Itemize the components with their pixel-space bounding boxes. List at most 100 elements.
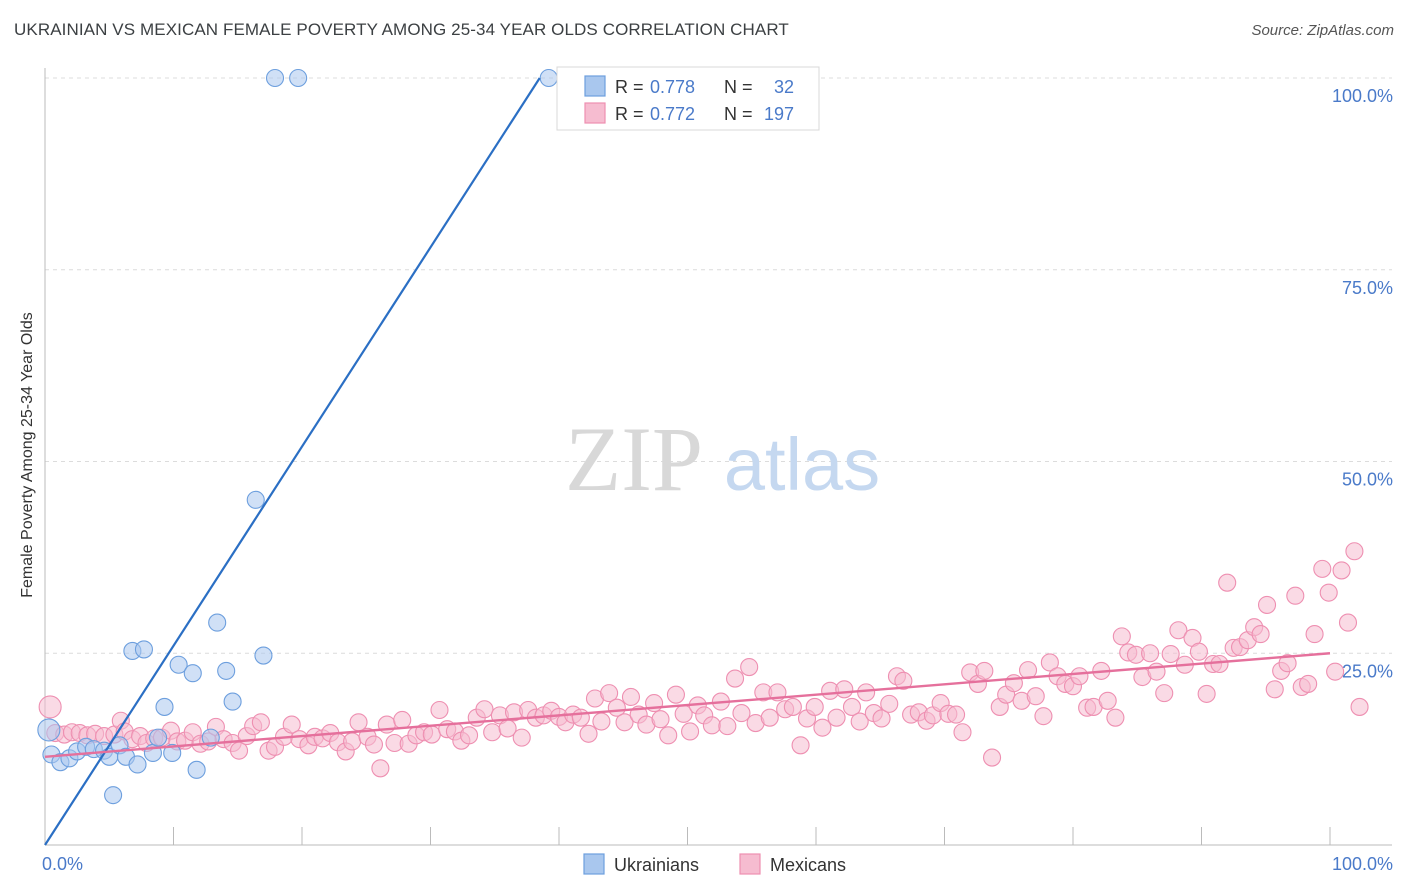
- mexicans-point: [621, 687, 641, 707]
- mexicans-point: [1278, 654, 1297, 673]
- mexicans-trend-line: [44, 652, 1331, 758]
- mexicans-point: [1210, 654, 1229, 674]
- ukrainians-points: [37, 68, 558, 805]
- mexicans-point: [718, 717, 737, 736]
- mexicans-point: [1189, 642, 1208, 661]
- ukrainians-point: [104, 786, 123, 805]
- bottom-legend-ukrainians: Ukrainians: [614, 855, 699, 875]
- mexicans-point: [857, 683, 876, 702]
- mexicans-point: [982, 748, 1002, 767]
- ukrainians-point: [183, 664, 202, 683]
- y-tick-label-3: 100.0%: [1332, 86, 1393, 106]
- mexicans-point: [783, 697, 802, 716]
- mexicans-point: [835, 680, 854, 699]
- ukrainians-trend-line: [44, 77, 541, 846]
- mexicans-point: [349, 713, 368, 732]
- ukrainians-point: [187, 760, 206, 779]
- ukrainians-point: [134, 640, 153, 659]
- mexicans-point: [615, 713, 634, 732]
- ukrainians-point: [208, 613, 227, 632]
- y-tick-label-1: 50.0%: [1342, 470, 1393, 490]
- legend-box: R = 0.778 N = 32 R = 0.772 N = 197: [556, 66, 820, 131]
- legend-n-label-2: N =: [724, 104, 753, 124]
- watermark-zip: ZIP: [565, 408, 703, 510]
- mexicans-point: [1106, 708, 1125, 727]
- mexicans-point: [659, 726, 678, 745]
- mexicans-point: [1338, 613, 1358, 632]
- mexicans-point: [1332, 561, 1351, 580]
- mexicans-point: [430, 700, 449, 720]
- mexicans-point: [1034, 707, 1053, 726]
- bottom-legend-swatch-ukrainians: [583, 853, 605, 875]
- mexicans-point: [343, 732, 362, 751]
- ukrainians-point: [169, 655, 188, 674]
- mexicans-points: [38, 542, 1369, 778]
- mexicans-point: [1040, 653, 1059, 672]
- watermark-atlas: atlas: [724, 423, 880, 506]
- ukrainians-point: [149, 728, 168, 747]
- mexicans-point: [732, 704, 751, 723]
- mexicans-point: [953, 723, 972, 742]
- mexicans-point: [1026, 687, 1045, 706]
- legend-r-label-2: R =: [615, 104, 644, 124]
- mexicans-point: [666, 685, 685, 704]
- bottom-legend-swatch-mexicans: [739, 853, 761, 875]
- mexicans-point: [571, 708, 590, 727]
- mexicans-point: [1141, 644, 1160, 663]
- mexicans-point: [1345, 542, 1364, 561]
- mexicans-point: [827, 708, 846, 727]
- mexicans-point: [600, 684, 619, 703]
- mexicans-point: [813, 718, 832, 737]
- source-label: Source: ZipAtlas.com: [1251, 22, 1394, 39]
- mexicans-point: [791, 736, 810, 755]
- mexicans-point: [1155, 684, 1174, 703]
- mexicans-point: [1299, 674, 1318, 693]
- trend-lines: [44, 77, 1331, 846]
- mexicans-point: [805, 697, 824, 716]
- ukrainians-point: [201, 728, 220, 747]
- legend-swatch-mexicans: [584, 102, 606, 124]
- y-tick-label-0: 25.0%: [1342, 661, 1393, 681]
- mexicans-point: [872, 709, 891, 728]
- ukrainians-point: [155, 697, 174, 716]
- mexicans-point: [760, 708, 779, 727]
- mexicans-point: [880, 694, 899, 713]
- mexicans-point: [1098, 691, 1117, 710]
- mexicans-point: [1257, 595, 1277, 614]
- legend-r-label-1: R =: [615, 77, 644, 97]
- mexicans-point: [1350, 697, 1369, 716]
- mexicans-point: [1070, 667, 1089, 686]
- legend-r-value-2: 0.772: [650, 104, 695, 124]
- mexicans-point: [947, 705, 966, 724]
- bottom-legend: Ukrainians Mexicans: [583, 853, 846, 875]
- mexicans-point: [592, 712, 611, 731]
- mexicans-point: [975, 661, 994, 680]
- mexicans-point: [459, 726, 479, 745]
- mexicans-point: [842, 697, 862, 716]
- ukrainians-point: [254, 646, 273, 665]
- mexicans-point: [725, 669, 745, 688]
- mexicans-point: [1313, 559, 1332, 578]
- mexicans-point: [422, 725, 441, 744]
- mexicans-point: [1286, 586, 1305, 605]
- ukrainians-point: [246, 490, 265, 509]
- mexicans-point: [894, 671, 913, 690]
- mexicans-point: [1218, 573, 1237, 592]
- mexicans-point: [38, 695, 62, 719]
- mexicans-point: [1251, 625, 1270, 644]
- mexicans-point: [371, 759, 390, 778]
- mexicans-point: [1197, 684, 1216, 703]
- mexicans-point: [681, 722, 700, 741]
- ukrainians-point: [265, 68, 285, 88]
- mexicans-point: [1112, 627, 1131, 646]
- y-tick-label-2: 75.0%: [1342, 278, 1393, 298]
- mexicans-point: [393, 710, 412, 730]
- ukrainians-point: [539, 68, 558, 88]
- mexicans-point: [1319, 583, 1338, 602]
- ukrainians-point: [223, 692, 242, 711]
- ukrainians-point: [217, 661, 236, 680]
- mexicans-point: [483, 723, 502, 742]
- gridlines: [45, 77, 1392, 654]
- mexicans-point: [579, 724, 598, 743]
- legend-r-value-1: 0.778: [650, 77, 695, 97]
